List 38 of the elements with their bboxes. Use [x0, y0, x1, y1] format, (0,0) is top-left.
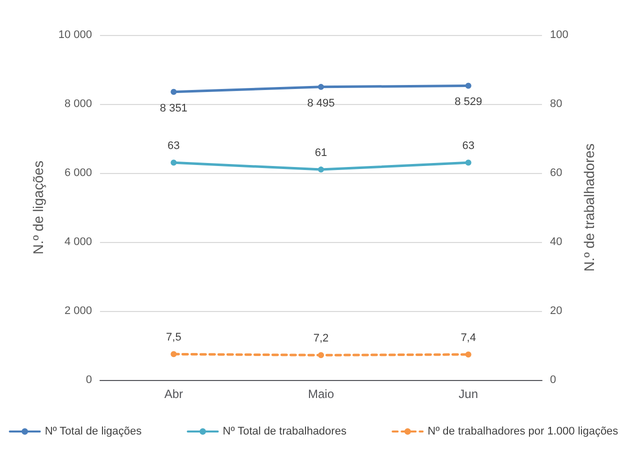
data-label: 7,5: [166, 332, 182, 344]
y2-tick-label: 100: [550, 29, 568, 41]
y2-tick-label: 60: [550, 167, 562, 179]
data-label: 63: [168, 140, 180, 152]
data-label: 7,4: [460, 332, 476, 344]
data-label: 61: [314, 147, 328, 160]
point: [318, 352, 324, 358]
y-tick-label: 2 000: [64, 305, 92, 317]
y-tick-label: 4 000: [64, 236, 92, 248]
y2-axis-title: N.º de trabalhadores: [581, 143, 597, 272]
y-tick-label: 0: [86, 374, 92, 386]
legend-label: Nº de trabalhadores por 1.000 ligações: [428, 426, 619, 438]
y-axis-title: N.º de ligações: [30, 160, 46, 254]
data-label: 7,2: [313, 332, 329, 345]
y2-tick-label: 20: [550, 305, 562, 317]
data-label: 8 495: [307, 97, 335, 110]
point: [465, 82, 472, 89]
y2-tick-label: 0: [550, 374, 556, 386]
data-label: 8 351: [160, 102, 188, 114]
point: [170, 160, 177, 166]
point: [465, 160, 472, 166]
x-tick-label: Abr: [164, 387, 184, 401]
data-label: 63: [462, 140, 474, 152]
x-tick-label: Jun: [458, 387, 478, 401]
y-tick-label: 6 000: [64, 167, 92, 179]
legend-label: Nº Total de ligações: [44, 426, 142, 438]
point: [465, 351, 472, 358]
y-tick-label: 8 000: [64, 98, 92, 110]
point: [318, 166, 324, 173]
point: [318, 84, 324, 90]
x-tick-label: Maio: [308, 387, 334, 401]
point: [170, 351, 177, 358]
legend-label: Nº Total de trabalhadores: [222, 426, 347, 438]
point: [170, 88, 177, 95]
y2-tick-label: 40: [550, 236, 562, 248]
data-label: 8 529: [454, 96, 482, 108]
y2-tick-label: 80: [550, 98, 562, 110]
y-tick-label: 10 000: [58, 29, 92, 41]
